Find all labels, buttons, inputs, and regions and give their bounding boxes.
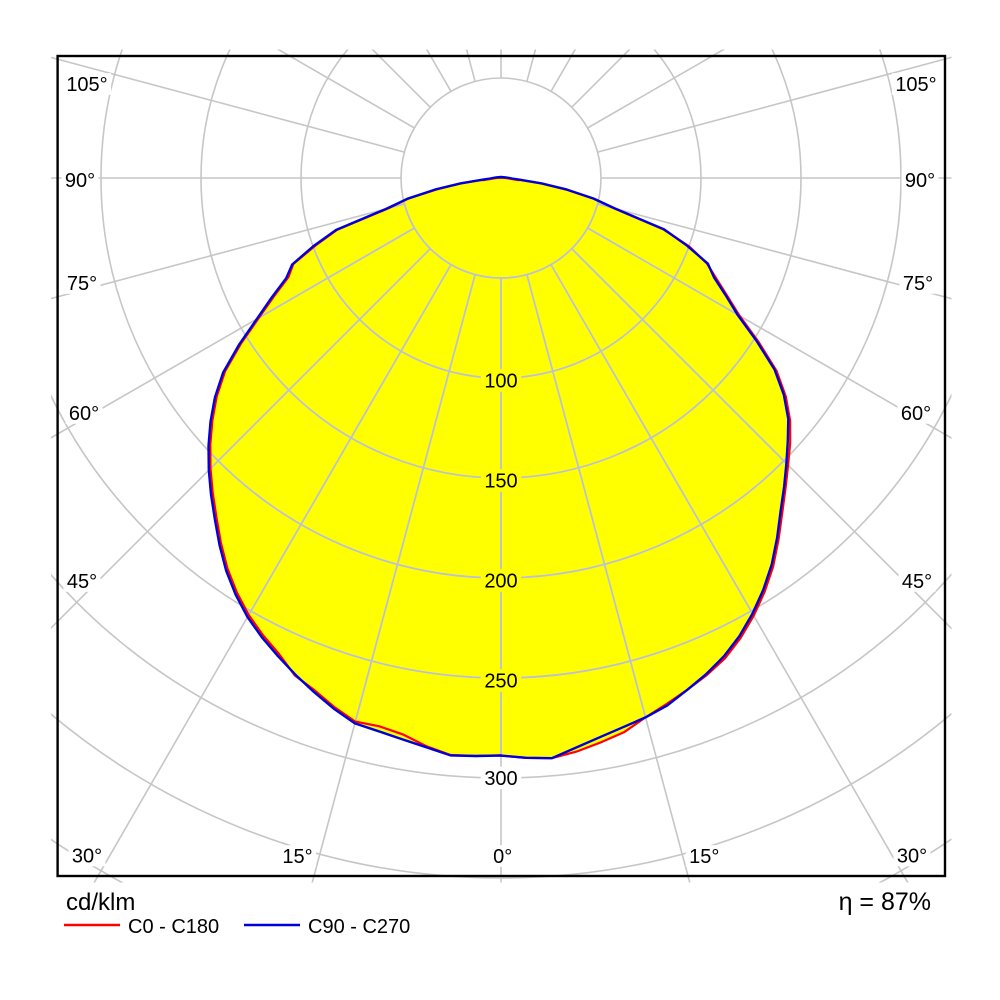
svg-text:45°: 45° [67,571,97,593]
svg-text:60°: 60° [69,403,99,425]
svg-text:C0 - C180: C0 - C180 [128,916,219,938]
svg-text:0°: 0° [493,846,512,868]
svg-text:105°: 105° [895,74,936,96]
svg-text:90°: 90° [905,170,935,192]
svg-text:200: 200 [484,571,517,593]
svg-text:75°: 75° [67,273,97,295]
svg-text:15°: 15° [689,846,719,868]
svg-text:η = 87%: η = 87% [839,888,931,916]
svg-text:150: 150 [484,471,517,493]
svg-text:250: 250 [484,671,517,693]
svg-text:15°: 15° [282,846,312,868]
svg-text:90°: 90° [65,170,95,192]
svg-text:45°: 45° [902,571,932,593]
svg-text:30°: 30° [72,846,102,868]
svg-text:100: 100 [484,371,517,393]
svg-text:75°: 75° [903,273,933,295]
svg-text:C90 - C270: C90 - C270 [308,916,410,938]
svg-text:cd/klm: cd/klm [66,889,135,916]
svg-text:300: 300 [484,768,517,790]
svg-text:30°: 30° [897,846,927,868]
svg-text:105°: 105° [66,74,107,96]
svg-text:60°: 60° [901,403,931,425]
